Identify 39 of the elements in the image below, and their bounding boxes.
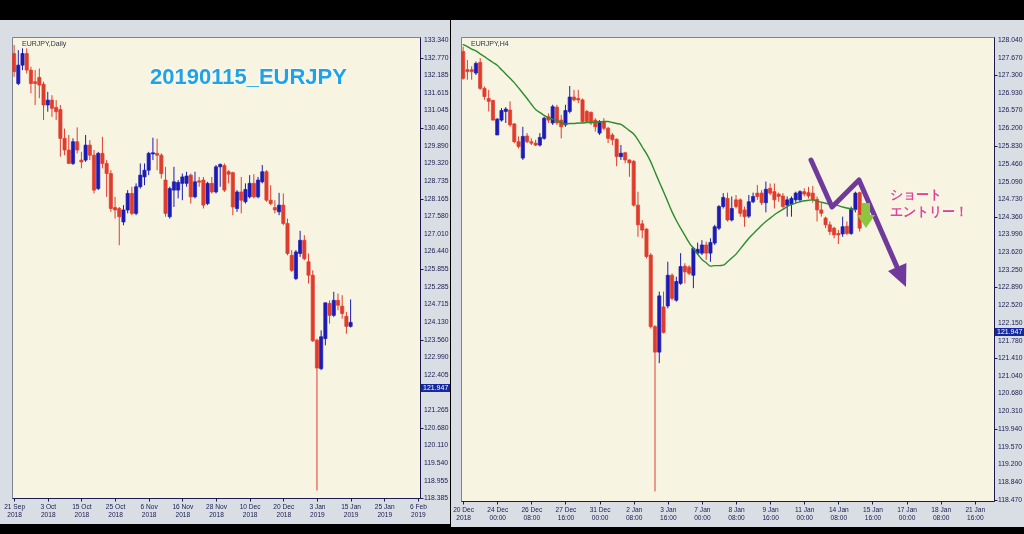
candlestick xyxy=(704,241,709,261)
candlestick xyxy=(272,199,277,214)
candlestick xyxy=(785,195,790,218)
candlestick xyxy=(129,186,134,216)
annotation: 20190115_EURJPY xyxy=(150,64,347,90)
candlestick xyxy=(840,216,845,238)
candlestick xyxy=(83,134,88,163)
candlestick xyxy=(277,192,282,216)
candlestick xyxy=(176,179,181,199)
candlestick xyxy=(50,94,54,118)
candlestick xyxy=(205,181,210,206)
candlestick xyxy=(331,291,336,318)
candlestick xyxy=(12,44,17,78)
candlestick xyxy=(33,69,38,106)
candlestick xyxy=(75,126,80,154)
candlestick xyxy=(614,137,619,167)
candlestick xyxy=(45,91,50,113)
candlestick xyxy=(844,220,849,236)
candlestick xyxy=(235,189,239,213)
candlestick xyxy=(789,195,794,218)
candlestick xyxy=(155,138,160,171)
annotation: エントリー！ xyxy=(890,204,968,220)
candlestick xyxy=(729,195,734,222)
candlestick xyxy=(725,192,730,222)
candlestick xyxy=(772,183,777,209)
candlestick xyxy=(71,137,75,166)
candlestick xyxy=(618,144,623,161)
candlestick xyxy=(327,299,332,325)
candlestick xyxy=(239,176,244,214)
annotation: ショート xyxy=(890,187,942,203)
candlestick xyxy=(180,173,185,201)
candlestick xyxy=(682,262,687,284)
candlestick xyxy=(746,194,751,219)
candlestick xyxy=(251,173,256,199)
candlestick xyxy=(348,298,353,329)
candlestick xyxy=(193,171,197,199)
candlestick xyxy=(66,134,71,164)
candlestick xyxy=(336,293,340,311)
candlestick xyxy=(16,49,21,86)
